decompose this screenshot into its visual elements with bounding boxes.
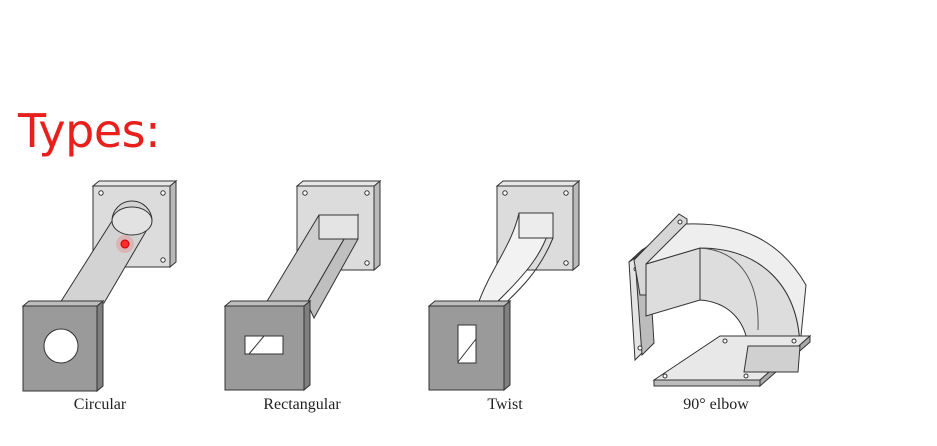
twist-waveguide — [427, 179, 581, 392]
rectangular-waveguide — [223, 179, 382, 392]
caption-circular: Circular — [73, 396, 127, 413]
circular-waveguide — [21, 179, 178, 393]
circular-back-flange-top — [91, 180, 178, 187]
elbow-waveguide — [628, 213, 812, 388]
caption-twist: Twist — [487, 396, 523, 413]
caption-elbow: 90° elbow — [683, 396, 749, 413]
twist-front-flange — [428, 305, 505, 391]
twist-aperture — [457, 324, 477, 364]
circular-aperture — [43, 328, 79, 364]
circular-back-flange-side — [169, 179, 177, 269]
cursor-dot — [120, 239, 130, 249]
caption-rectangular: Rectangular — [263, 396, 341, 413]
slide-title: Types: — [18, 104, 161, 158]
